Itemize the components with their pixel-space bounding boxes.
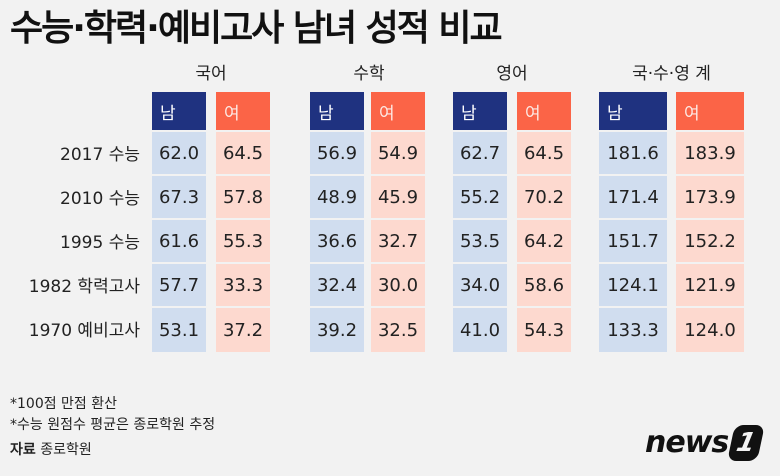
value-cell: 57.8: [216, 176, 270, 218]
value-cell: 39.2: [310, 308, 364, 352]
footnote: *100점 만점 환산: [10, 396, 118, 412]
value-cell: 124.0: [676, 308, 744, 352]
value-cell: 133.3: [599, 308, 667, 352]
value-cell: 62.0: [152, 132, 206, 174]
value-cell: 58.6: [517, 264, 571, 306]
value-cell: 61.6: [152, 220, 206, 262]
value-cell: 64.5: [216, 132, 270, 174]
value-cell: 181.6: [599, 132, 667, 174]
row-label: 2017 수능: [60, 145, 140, 165]
value-cell: 41.0: [453, 308, 507, 352]
news1-logo: news 1: [645, 425, 766, 461]
row-label: 2010 수능: [60, 189, 140, 209]
value-cell: 64.2: [517, 220, 571, 262]
logo-text: news: [645, 425, 729, 460]
value-cell: 37.2: [216, 308, 270, 352]
value-cell: 33.3: [216, 264, 270, 306]
header-female-korean: 여: [216, 92, 270, 130]
value-cell: 173.9: [676, 176, 744, 218]
page-title: 수능·학력·예비고사 남녀 성적 비교: [10, 8, 503, 49]
group-title-total: 국·수·영 계: [632, 64, 711, 84]
value-cell: 57.7: [152, 264, 206, 306]
logo-mark-icon: 1: [727, 425, 766, 461]
value-cell: 183.9: [676, 132, 744, 174]
header-female-math: 여: [371, 92, 425, 130]
value-cell: 151.7: [599, 220, 667, 262]
value-cell: 55.3: [216, 220, 270, 262]
value-cell: 36.6: [310, 220, 364, 262]
value-cell: 34.0: [453, 264, 507, 306]
group-title-math: 수학: [353, 64, 385, 84]
value-cell: 62.7: [453, 132, 507, 174]
row-label: 1995 수능: [60, 233, 140, 253]
value-cell: 45.9: [371, 176, 425, 218]
value-cell: 48.9: [310, 176, 364, 218]
header-male-english: 남: [453, 92, 507, 130]
header-male-total: 남: [599, 92, 667, 130]
row-label: 1982 학력고사: [28, 277, 140, 297]
header-male-math: 남: [310, 92, 364, 130]
value-cell: 70.2: [517, 176, 571, 218]
value-cell: 32.5: [371, 308, 425, 352]
value-cell: 32.4: [310, 264, 364, 306]
value-cell: 152.2: [676, 220, 744, 262]
value-cell: 64.5: [517, 132, 571, 174]
footnote: *수능 원점수 평균은 종로학원 추정: [10, 417, 216, 433]
value-cell: 171.4: [599, 176, 667, 218]
group-title-korean: 국어: [195, 64, 227, 84]
value-cell: 53.5: [453, 220, 507, 262]
value-cell: 55.2: [453, 176, 507, 218]
source-label: 자료: [10, 442, 36, 458]
group-title-english: 영어: [496, 64, 528, 84]
row-label: 1970 예비고사: [28, 321, 140, 341]
source-value: 종로학원: [40, 442, 92, 458]
header-female-total: 여: [676, 92, 744, 130]
value-cell: 56.9: [310, 132, 364, 174]
value-cell: 124.1: [599, 264, 667, 306]
value-cell: 67.3: [152, 176, 206, 218]
value-cell: 54.9: [371, 132, 425, 174]
header-female-english: 여: [517, 92, 571, 130]
source-line: 자료 종로학원: [10, 440, 92, 460]
value-cell: 121.9: [676, 264, 744, 306]
value-cell: 54.3: [517, 308, 571, 352]
value-cell: 53.1: [152, 308, 206, 352]
value-cell: 30.0: [371, 264, 425, 306]
value-cell: 32.7: [371, 220, 425, 262]
header-male-korean: 남: [152, 92, 206, 130]
